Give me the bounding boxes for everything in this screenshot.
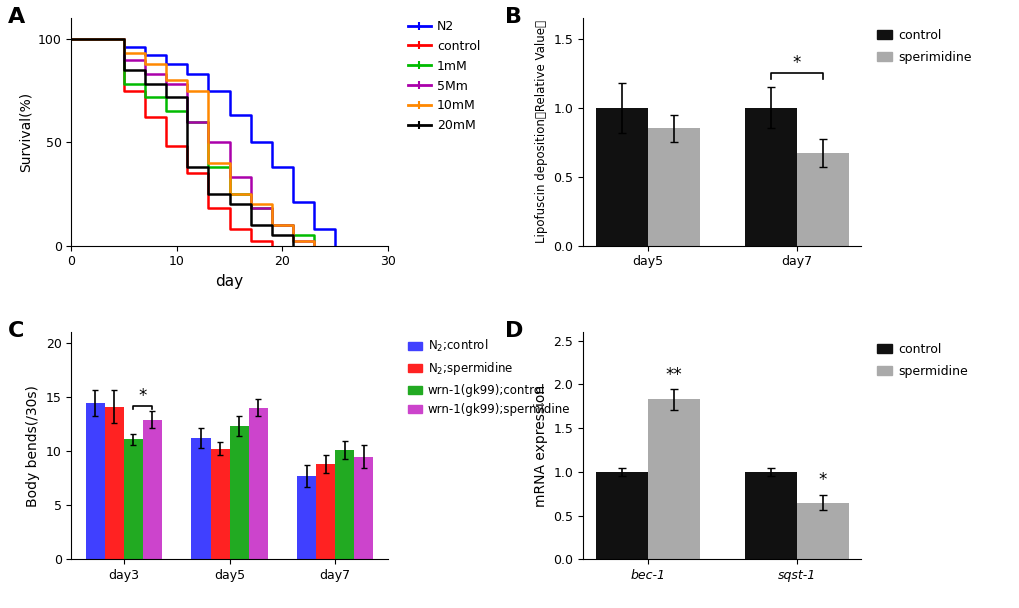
Bar [335, 450, 354, 559]
Legend: N$_2$;control, N$_2$;spermidine, wrn-1(gk99);control, wrn-1(gk99);spermidine: N$_2$;control, N$_2$;spermidine, wrn-1(g… [408, 338, 570, 416]
Bar [105, 407, 123, 559]
Bar [744, 108, 796, 246]
Bar [210, 449, 229, 559]
Text: B: B [504, 7, 522, 27]
Bar [143, 420, 162, 559]
Bar [316, 464, 335, 559]
Bar [229, 426, 249, 559]
Bar [86, 404, 105, 559]
Text: *: * [818, 471, 826, 489]
Y-axis label: Lipofuscin deposition（Relative Value）: Lipofuscin deposition（Relative Value） [534, 21, 547, 243]
Text: *: * [139, 387, 147, 405]
Text: **: ** [665, 365, 682, 384]
Bar [595, 472, 647, 559]
Bar [249, 408, 267, 559]
Bar [647, 128, 699, 246]
Y-axis label: mRNA expression: mRNA expression [533, 385, 547, 506]
Text: A: A [8, 7, 25, 27]
Y-axis label: Body bends(/30s): Body bends(/30s) [26, 385, 40, 506]
Text: D: D [504, 320, 523, 340]
Y-axis label: Survival(%): Survival(%) [18, 92, 33, 172]
Text: *: * [792, 54, 800, 72]
Text: C: C [8, 320, 24, 340]
Bar [796, 153, 848, 246]
X-axis label: day: day [215, 274, 244, 289]
Bar [297, 476, 316, 559]
Bar [796, 503, 848, 559]
Bar [647, 399, 699, 559]
Bar [354, 457, 373, 559]
Bar [744, 472, 796, 559]
Legend: N2, control, 1mM, 5Mm, 10mM, 20mM: N2, control, 1mM, 5Mm, 10mM, 20mM [408, 20, 480, 133]
Legend: control, spermidine: control, spermidine [876, 343, 967, 378]
Bar [595, 108, 647, 246]
Legend: control, sperimidine: control, sperimidine [876, 29, 971, 64]
Bar [192, 438, 210, 559]
Bar [123, 439, 143, 559]
